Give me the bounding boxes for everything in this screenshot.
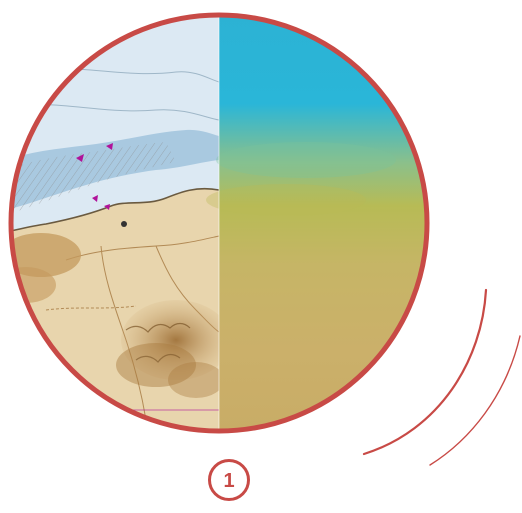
- chart-comparison-svg: [8, 12, 430, 434]
- step-number-badge: 1: [208, 459, 250, 501]
- nautical-chart-half: [11, 15, 231, 431]
- step-number: 1: [223, 469, 235, 492]
- motion-arc-outer: [429, 335, 521, 466]
- chart-comparison-circle: [6, 10, 432, 436]
- satellite-half: [206, 15, 427, 431]
- circle-ring: [8, 12, 430, 434]
